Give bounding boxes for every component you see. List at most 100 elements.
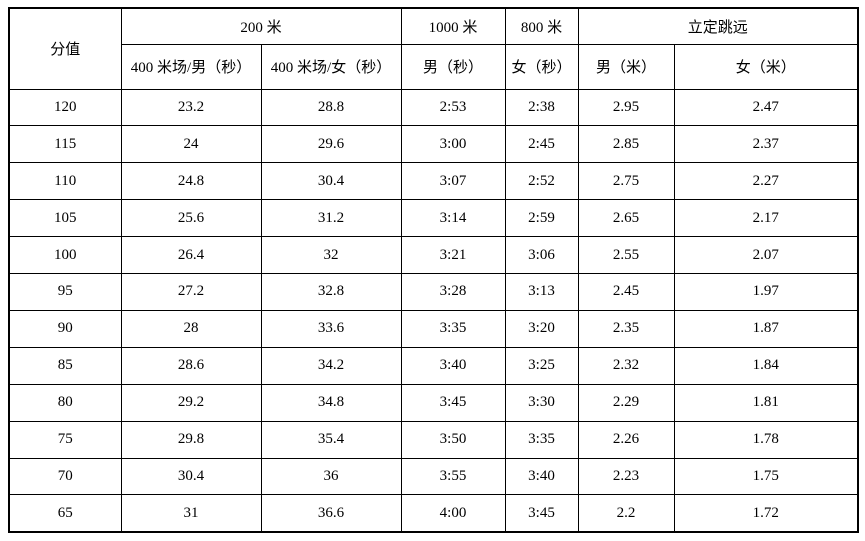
cell-jump-male: 2.85 <box>577 125 675 164</box>
cell-jump-female: 1.84 <box>673 346 859 385</box>
table-row: 110 24.8 30.4 3:07 2:52 2.75 2.27 <box>8 162 859 201</box>
cell-800m-female: 3:30 <box>504 383 579 422</box>
header-800m-female-seconds: 女（秒） <box>504 43 579 90</box>
table-row: 90 28 33.6 3:35 3:20 2.35 1.87 <box>8 309 859 348</box>
cell-1000m-male: 3:07 <box>400 162 506 201</box>
cell-1000m-male: 3:55 <box>400 457 506 496</box>
score-cell: 75 <box>8 420 122 459</box>
cell-200m-female: 28.8 <box>260 88 402 127</box>
cell-800m-female: 3:40 <box>504 457 579 496</box>
header-row-2: 400 米场/男（秒） 400 米场/女（秒） 男（秒） 女（秒） 男（米） 女… <box>9 43 859 90</box>
cell-200m-male: 31 <box>120 494 262 533</box>
header-800m: 800 米 <box>504 7 579 45</box>
cell-800m-female: 2:45 <box>504 125 579 164</box>
cell-200m-female: 32 <box>260 236 402 275</box>
cell-200m-female: 30.4 <box>260 162 402 201</box>
cell-1000m-male: 3:40 <box>400 346 506 385</box>
cell-1000m-male: 2:53 <box>400 88 506 127</box>
cell-jump-female: 2.07 <box>673 236 859 275</box>
score-cell: 115 <box>8 125 122 164</box>
cell-jump-female: 2.27 <box>673 162 859 201</box>
cell-jump-female: 1.72 <box>673 494 859 533</box>
cell-jump-male: 2.2 <box>577 494 675 533</box>
cell-200m-female: 34.2 <box>260 346 402 385</box>
header-jump-female-meters: 女（米） <box>673 43 859 90</box>
score-cell: 85 <box>8 346 122 385</box>
score-cell: 90 <box>8 309 122 348</box>
cell-200m-male: 27.2 <box>120 273 262 311</box>
cell-jump-female: 1.78 <box>673 420 859 459</box>
cell-jump-female: 2.17 <box>673 199 859 238</box>
header-1000m-male-seconds: 男（秒） <box>400 43 506 90</box>
cell-200m-male: 28 <box>120 309 262 348</box>
cell-200m-male: 26.4 <box>120 236 262 275</box>
cell-200m-female: 35.4 <box>260 420 402 459</box>
cell-jump-male: 2.55 <box>577 236 675 275</box>
cell-jump-male: 2.35 <box>577 309 675 348</box>
cell-800m-female: 2:52 <box>504 162 579 201</box>
cell-800m-female: 3:06 <box>504 236 579 275</box>
cell-200m-female: 33.6 <box>260 309 402 348</box>
cell-jump-female: 1.81 <box>673 383 859 422</box>
header-jump-male-meters: 男（米） <box>577 43 675 90</box>
cell-800m-female: 2:59 <box>504 199 579 238</box>
cell-200m-female: 36 <box>260 457 402 496</box>
cell-200m-female: 32.8 <box>260 273 402 311</box>
table-header: 分值 200 米 1000 米 800 米 立定跳远 400 米场/男（秒） 4… <box>8 7 859 90</box>
cell-800m-female: 3:25 <box>504 346 579 385</box>
table-row: 100 26.4 32 3:21 3:06 2.55 2.07 <box>8 236 859 275</box>
header-200m-male-seconds: 400 米场/男（秒） <box>120 43 262 90</box>
table-row: 105 25.6 31.2 3:14 2:59 2.65 2.17 <box>8 199 859 238</box>
score-cell: 95 <box>8 273 122 311</box>
cell-jump-male: 2.26 <box>577 420 675 459</box>
score-cell: 80 <box>8 383 122 422</box>
header-row-1: 分值 200 米 1000 米 800 米 立定跳远 <box>8 7 859 90</box>
cell-800m-female: 2:38 <box>504 88 579 127</box>
score-cell: 120 <box>8 88 122 127</box>
cell-jump-female: 2.37 <box>673 125 859 164</box>
cell-200m-female: 36.6 <box>260 494 402 533</box>
cell-jump-female: 2.47 <box>673 88 859 127</box>
cell-800m-female: 3:45 <box>504 494 579 533</box>
cell-200m-male: 28.6 <box>120 346 262 385</box>
cell-800m-female: 3:20 <box>504 309 579 348</box>
table-row: 65 31 36.6 4:00 3:45 2.2 1.72 <box>8 494 859 533</box>
header-200m: 200 米 <box>120 7 402 45</box>
cell-200m-male: 29.2 <box>120 383 262 422</box>
cell-1000m-male: 3:14 <box>400 199 506 238</box>
table-row: 120 23.2 28.8 2:53 2:38 2.95 2.47 <box>8 88 859 127</box>
header-200m-female-seconds: 400 米场/女（秒） <box>260 43 402 90</box>
cell-1000m-male: 3:28 <box>400 273 506 311</box>
cell-200m-male: 24.8 <box>120 162 262 201</box>
table-row: 95 27.2 32.8 3:28 3:13 2.45 1.97 <box>8 273 859 311</box>
cell-jump-male: 2.65 <box>577 199 675 238</box>
cell-jump-male: 2.45 <box>577 273 675 311</box>
cell-1000m-male: 4:00 <box>400 494 506 533</box>
cell-800m-female: 3:13 <box>504 273 579 311</box>
cell-200m-male: 29.8 <box>120 420 262 459</box>
score-cell: 65 <box>8 494 122 533</box>
cell-200m-male: 23.2 <box>120 88 262 127</box>
cell-200m-female: 34.8 <box>260 383 402 422</box>
cell-jump-male: 2.23 <box>577 457 675 496</box>
cell-800m-female: 3:35 <box>504 420 579 459</box>
cell-1000m-male: 3:45 <box>400 383 506 422</box>
cell-1000m-male: 3:50 <box>400 420 506 459</box>
cell-jump-female: 1.97 <box>673 273 859 311</box>
cell-jump-female: 1.75 <box>673 457 859 496</box>
cell-jump-male: 2.32 <box>577 346 675 385</box>
score-cell: 70 <box>8 457 122 496</box>
fitness-score-table: 分值 200 米 1000 米 800 米 立定跳远 400 米场/男（秒） 4… <box>8 7 860 533</box>
cell-200m-male: 30.4 <box>120 457 262 496</box>
header-1000m: 1000 米 <box>400 7 506 45</box>
cell-200m-male: 25.6 <box>120 199 262 238</box>
score-cell: 105 <box>8 199 122 238</box>
score-cell: 100 <box>8 236 122 275</box>
cell-jump-female: 1.87 <box>673 309 859 348</box>
table-row: 85 28.6 34.2 3:40 3:25 2.32 1.84 <box>8 346 859 385</box>
cell-200m-male: 24 <box>120 125 262 164</box>
header-standing-long-jump: 立定跳远 <box>577 7 859 45</box>
table-row: 80 29.2 34.8 3:45 3:30 2.29 1.81 <box>8 383 859 422</box>
cell-jump-male: 2.75 <box>577 162 675 201</box>
cell-jump-male: 2.29 <box>577 383 675 422</box>
